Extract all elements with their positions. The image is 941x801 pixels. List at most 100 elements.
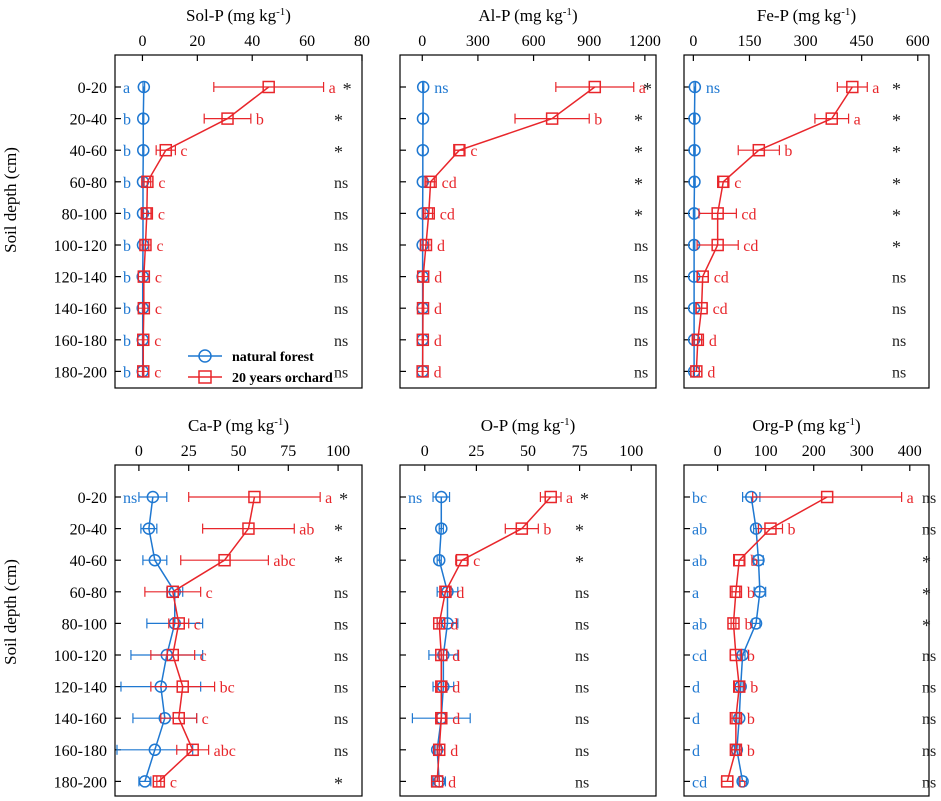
series-line — [726, 496, 828, 782]
data-point — [416, 80, 430, 94]
y-tick-label: 120-140 — [54, 270, 107, 287]
significance-star: * — [922, 615, 931, 635]
significance-letter: c — [155, 301, 162, 318]
significance-letter: ns — [123, 490, 137, 507]
significance-ns: ns — [334, 301, 348, 318]
data-point — [146, 490, 160, 504]
data-point — [148, 553, 162, 567]
x-tick-label: 0 — [135, 443, 143, 460]
data-point — [416, 143, 430, 157]
data-point — [137, 112, 150, 125]
panel-sol-p: Sol-P (mg kg-1) 0 20 40 60 80 0-20 20-40 40-60 60… — [54, 6, 370, 389]
significance-letter: b — [747, 711, 755, 728]
significance-letter: b — [787, 522, 795, 539]
significance-ns: ns — [575, 743, 589, 760]
x-tick-label: 600 — [522, 33, 546, 50]
x-tick-label: 25 — [181, 443, 197, 460]
panel-title-close: ) — [283, 416, 289, 435]
panel-title-name: O-P (mg kg — [481, 416, 561, 435]
data-point — [688, 112, 701, 125]
y-tick-label: 80-100 — [62, 206, 107, 223]
panel-title-name: Al-P (mg kg — [478, 6, 563, 25]
significance-ns: ns — [922, 743, 936, 760]
significance-letter: c — [180, 143, 187, 160]
significance-letter: ab — [692, 553, 707, 570]
significance-letter: ns — [434, 80, 448, 97]
significance-star: * — [634, 142, 643, 162]
significance-letter: b — [747, 585, 755, 602]
significance-letter: c — [202, 711, 209, 728]
legend-forest-label: natural forest — [232, 350, 314, 365]
panel-title: Al-P (mg kg-1) — [478, 6, 577, 25]
y-tick-label: 180-200 — [54, 364, 107, 381]
significance-letter: b — [784, 143, 792, 160]
x-tick-label: 200 — [802, 443, 826, 460]
plot-frame — [399, 54, 657, 389]
x-tick-label: 400 — [898, 443, 922, 460]
significance-ns: ns — [334, 270, 348, 287]
panel-title: Fe-P (mg kg-1) — [757, 6, 856, 25]
panel-title-sup: -1 — [276, 6, 285, 18]
significance-letter: c — [473, 553, 480, 570]
significance-star: * — [643, 79, 652, 99]
data-point — [435, 522, 448, 535]
panel-title: Sol-P (mg kg-1) — [186, 6, 291, 25]
data-point — [432, 553, 446, 567]
significance-ns: ns — [922, 490, 936, 507]
significance-letter: b — [256, 112, 264, 129]
significance-ns: ns — [575, 711, 589, 728]
series-line — [736, 496, 761, 782]
panels: Sol-P (mg kg-1)0 20 40 60 800-2020-4040-6060… — [54, 6, 936, 797]
significance-letter: d — [452, 648, 460, 665]
panel-title-name: Sol-P (mg kg — [186, 6, 277, 25]
significance-ns: ns — [892, 364, 906, 381]
significance-letter: d — [456, 585, 464, 602]
significance-letter: b — [744, 616, 752, 633]
y-tick-label: 160-180 — [54, 743, 107, 760]
data-point — [749, 617, 763, 630]
panel-title-sup: -1 — [563, 6, 572, 18]
data-point — [736, 775, 749, 788]
significance-letter: c — [154, 364, 161, 381]
y-tick-label: 0-20 — [78, 80, 107, 97]
significance-star: * — [580, 489, 589, 509]
significance-letter: d — [452, 680, 460, 697]
significance-ns: ns — [634, 364, 648, 381]
panel-title: Ca-P (mg kg-1) — [188, 416, 289, 435]
significance-letter: a — [639, 80, 646, 97]
panel-title-close: ) — [572, 6, 578, 25]
y-tick-label: 100-120 — [54, 238, 107, 255]
significance-letter: d — [448, 774, 456, 791]
significance-letter: a — [854, 112, 861, 129]
x-tick-label: 150 — [737, 33, 761, 50]
significance-letter: cd — [692, 774, 707, 791]
significance-letter: b — [750, 553, 758, 570]
y-axis-title-bottom: Soil depth (cm) — [1, 559, 20, 665]
significance-star: * — [575, 521, 584, 541]
y-tick-label: 20-40 — [70, 112, 107, 129]
significance-ns: ns — [922, 711, 936, 728]
significance-ns: ns — [634, 238, 648, 255]
significance-letter: d — [434, 301, 442, 318]
series-line — [695, 86, 853, 372]
series-natural-forest: ns — [416, 80, 448, 378]
significance-star: * — [922, 584, 931, 604]
significance-star: * — [334, 521, 343, 541]
significance-star: * — [892, 111, 901, 131]
significance-letter: b — [750, 680, 758, 697]
significance-ns: ns — [334, 711, 348, 728]
significance-letter: c — [170, 774, 177, 791]
plot-frame — [114, 464, 363, 797]
series-line — [421, 86, 596, 372]
panel-title-name: Fe-P (mg kg — [757, 6, 842, 25]
significance-letter: d — [452, 711, 460, 728]
data-point — [416, 112, 430, 125]
panel-title-sup: -1 — [560, 416, 569, 428]
significance-ns: ns — [634, 333, 648, 350]
significance-star: * — [634, 111, 643, 131]
series-line — [141, 86, 145, 372]
plot-frame — [683, 54, 930, 389]
